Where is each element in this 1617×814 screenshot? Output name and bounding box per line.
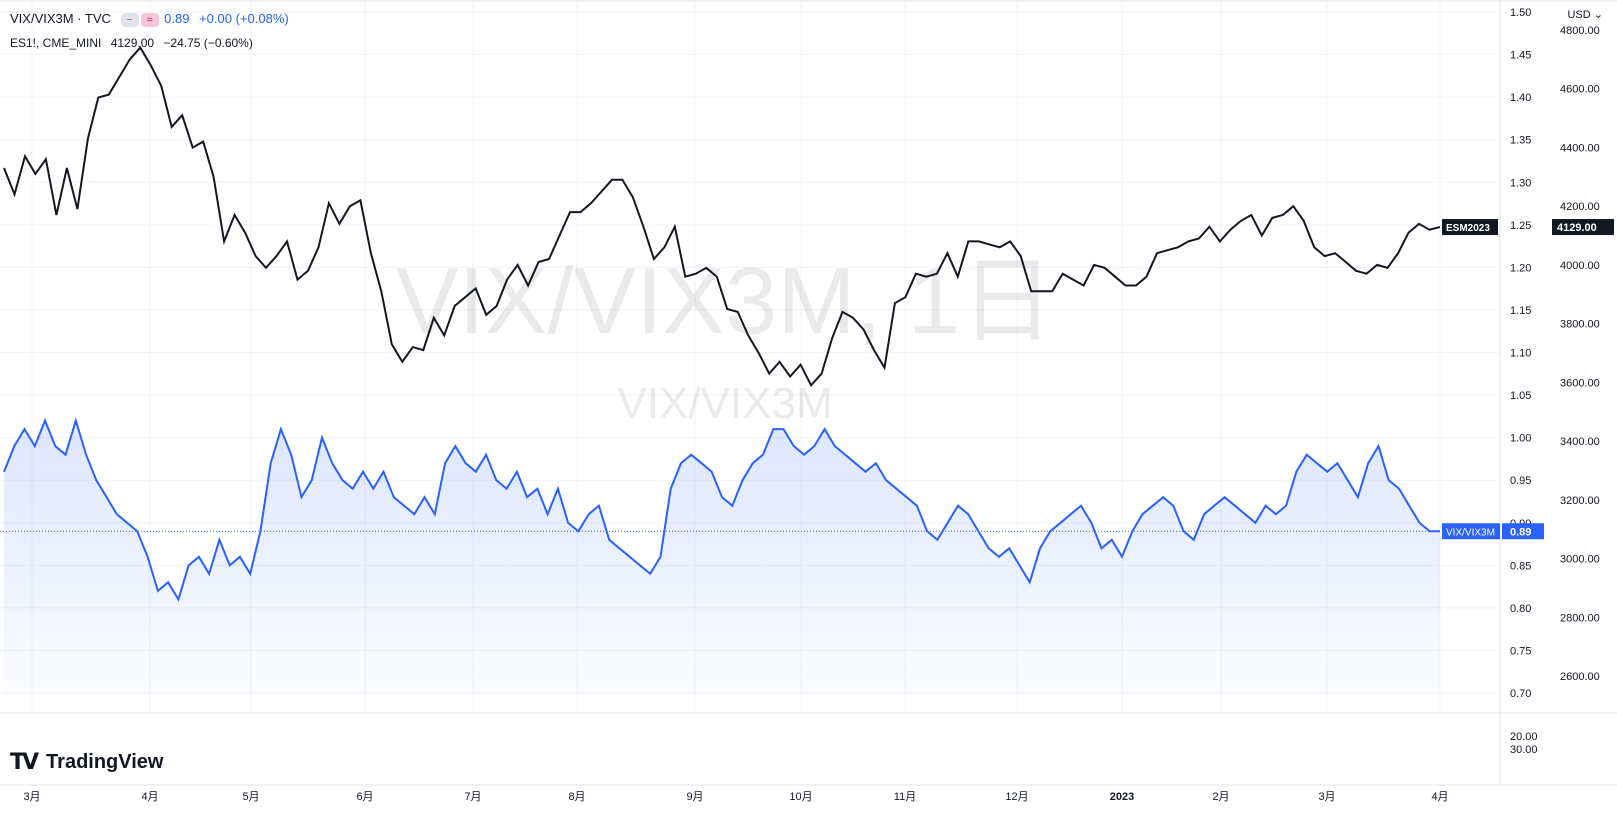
legend2-value: 4129.00 <box>110 36 155 50</box>
left-axis-tick: 1.00 <box>1510 433 1531 445</box>
left-axis-tick: 0.70 <box>1510 688 1531 700</box>
legend-value: 0.89 <box>164 11 190 26</box>
time-axis-label: 6月 <box>356 791 373 803</box>
time-axis-label: 12月 <box>1005 791 1028 803</box>
es-name-tag <box>1442 219 1498 236</box>
chevron-down-icon: ⌄ <box>1593 9 1603 21</box>
left-axis-tick: 1.15 <box>1510 305 1531 317</box>
right-axis-tick: 4000.00 <box>1560 260 1600 272</box>
left-axis-tick: 0.75 <box>1510 645 1531 657</box>
left-axis-tick: 0.80 <box>1510 603 1531 615</box>
watermark-sub: VIX/VIX3M <box>617 379 832 428</box>
right-price-axis: 4800.00 4600.00 4400.00 4200.00 4000.00 3800.… <box>1560 25 1600 683</box>
left-price-axis: 1.50 1.45 1.40 1.35 1.30 1.25 1.20 1.15 1.10 1.05… <box>1510 7 1531 700</box>
approx-icon[interactable]: ≈ <box>140 12 159 27</box>
time-axis-label: 4月 <box>141 791 158 803</box>
time-axis-label: 7月 <box>464 791 481 803</box>
time-axis-label: 5月 <box>242 791 259 803</box>
right-axis-tick: 4800.00 <box>1560 25 1600 37</box>
lower-axis-tick: 30.00 <box>1510 744 1538 756</box>
time-axis-label: 2月 <box>1212 791 1229 803</box>
time-axis-label: 10月 <box>789 791 812 803</box>
vix-area-fill <box>4 420 1440 693</box>
time-axis-label: 3月 <box>1318 791 1335 803</box>
time-axis-label: 11月 <box>894 791 916 803</box>
vix-price-label: 0.89 <box>1510 526 1531 538</box>
legend-change: +0.00 (+0.08%) <box>199 11 289 26</box>
es-price-tag <box>1552 219 1614 236</box>
left-axis-tick: 1.25 <box>1510 220 1531 232</box>
left-axis-tick: 1.30 <box>1510 177 1531 189</box>
vix-name-tag <box>1442 523 1500 540</box>
left-axis-tick: 0.95 <box>1510 475 1531 487</box>
right-axis-tick: 4200.00 <box>1560 201 1600 213</box>
left-axis-tick: 1.20 <box>1510 262 1531 274</box>
time-axis: 3月 4月 5月 6月 7月 8月 9月 10月 11月 12月 2023 2月 3月 4月 <box>23 791 1448 803</box>
left-axis-tick: 1.05 <box>1510 390 1531 402</box>
right-axis-tick: 4600.00 <box>1560 84 1600 96</box>
logo-text: TradingView <box>46 751 164 773</box>
left-axis-tick: 1.10 <box>1510 348 1531 360</box>
time-axis-label: 8月 <box>568 791 585 803</box>
es-price-label: 4129.00 <box>1557 222 1597 234</box>
es-name-label: ESM2023 <box>1446 223 1490 234</box>
left-axis-tick: 0.85 <box>1510 560 1531 572</box>
time-axis-label: 2023 <box>1110 791 1134 803</box>
legend-overlay: ES1!, CME_MINI 4129.00 −24.75 (−0.60%) <box>10 36 259 50</box>
time-axis-label: 3月 <box>23 791 40 803</box>
tradingview-icon: TV <box>10 750 39 775</box>
es-series-line <box>3 45 1441 388</box>
left-axis-tick: 1.35 <box>1510 135 1531 147</box>
tradingview-logo[interactable]: TV TradingView <box>10 750 164 775</box>
left-axis-tick: 1.40 <box>1510 92 1531 104</box>
right-axis-tick: 2800.00 <box>1560 612 1600 624</box>
minus-icon[interactable]: − <box>120 12 139 27</box>
right-axis-tick: 3000.00 <box>1560 554 1600 566</box>
lower-axis-tick: 20.00 <box>1510 731 1538 743</box>
left-axis-tick: 1.50 <box>1510 7 1531 19</box>
right-axis-tick: 3600.00 <box>1560 377 1600 389</box>
time-axis-label: 4月 <box>1431 791 1448 803</box>
right-axis-tick: 2600.00 <box>1560 671 1600 683</box>
right-axis-tick: 3800.00 <box>1560 319 1600 331</box>
legend-main: VIX/VIX3M · TVC − ≈ 0.89 +0.00 (+0.08%) <box>10 11 295 27</box>
right-axis-tick: 3200.00 <box>1560 495 1600 507</box>
time-axis-label: 9月 <box>686 791 703 803</box>
vix-series-line <box>3 417 1440 602</box>
vix-price-tag <box>1502 523 1544 540</box>
series-labels: ESM2023 4129.00 VIX/VIX3M 0.89 <box>1442 219 1614 540</box>
currency-label: USD <box>1567 9 1591 21</box>
legend2-symbol[interactable]: ES1!, CME_MINI <box>10 36 102 50</box>
currency-selector[interactable]: USD ⌄ <box>1567 8 1603 21</box>
right-axis-tick: 3400.00 <box>1560 436 1600 448</box>
vix-name-label: VIX/VIX3M <box>1446 527 1495 538</box>
legend-symbol[interactable]: VIX/VIX3M · TVC <box>10 11 111 26</box>
legend2-change: −24.75 (−0.60%) <box>163 36 253 50</box>
left-axis-tick: 1.45 <box>1510 50 1531 62</box>
right-axis-tick: 4400.00 <box>1560 142 1600 154</box>
